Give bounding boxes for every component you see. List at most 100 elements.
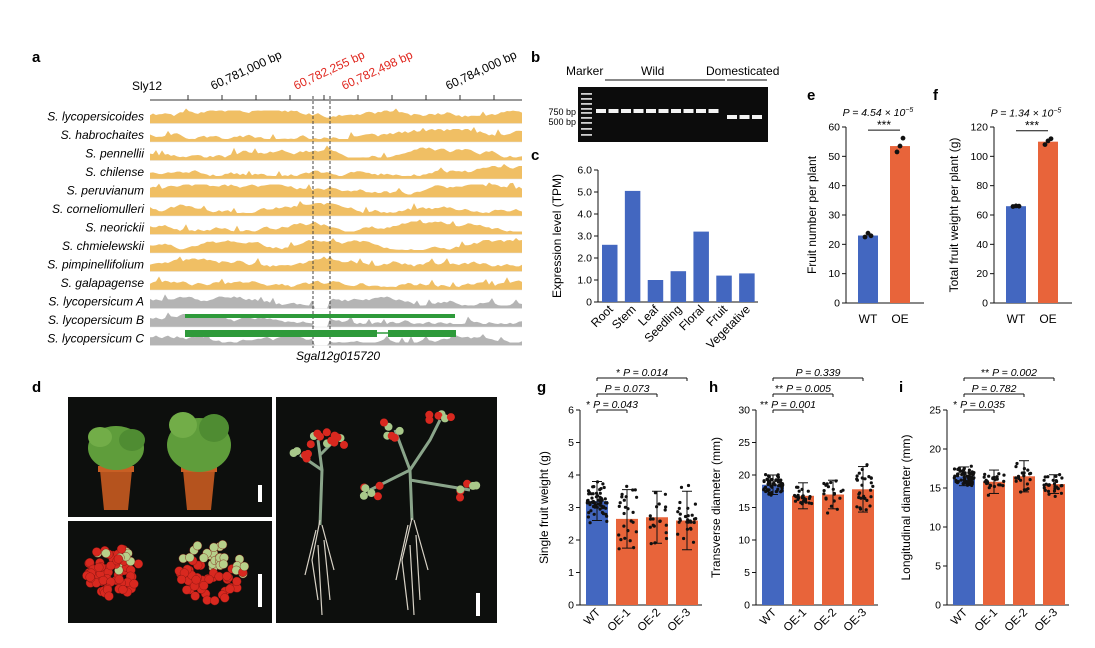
data-point bbox=[800, 487, 804, 491]
data-point bbox=[598, 507, 602, 511]
data-point bbox=[1060, 484, 1064, 488]
data-point bbox=[831, 487, 835, 491]
y-tick-label: 60 bbox=[976, 210, 988, 222]
plant-tomato bbox=[456, 493, 464, 502]
data-point bbox=[806, 489, 810, 493]
bar bbox=[1006, 206, 1026, 303]
data-point bbox=[683, 514, 688, 519]
data-point bbox=[678, 517, 682, 521]
data-point bbox=[984, 478, 988, 482]
plant-tomato bbox=[306, 440, 315, 449]
comparison-stars: ** bbox=[981, 367, 992, 379]
panel-a-genome-tracks: Sly12 60,781,000 bp 60,782,255 bp 60,782… bbox=[47, 47, 522, 363]
x-tick-label: OE-3 bbox=[666, 607, 693, 634]
plant-tomato bbox=[395, 426, 404, 435]
coord-label-4: 60,784,000 bp bbox=[443, 47, 519, 92]
x-tick-label: Floral bbox=[676, 302, 707, 333]
y-tick-label: 30 bbox=[738, 405, 750, 417]
coverage-track bbox=[150, 145, 522, 161]
panel-letter-i: i bbox=[899, 379, 903, 396]
gene-exon-2 bbox=[388, 330, 456, 337]
domesticated-band bbox=[727, 115, 737, 119]
data-point bbox=[855, 474, 859, 478]
bar bbox=[670, 271, 687, 302]
panel-letter-b: b bbox=[531, 49, 540, 66]
data-point bbox=[1047, 492, 1051, 496]
data-point bbox=[605, 519, 609, 524]
data-point bbox=[834, 479, 838, 483]
data-point bbox=[594, 491, 599, 495]
data-point bbox=[586, 489, 591, 493]
plant-tomato bbox=[302, 454, 311, 463]
data-point bbox=[689, 526, 693, 530]
tomato-fruit bbox=[85, 572, 95, 582]
bar bbox=[1013, 476, 1035, 605]
data-point bbox=[648, 525, 652, 529]
bar bbox=[716, 275, 732, 302]
data-point bbox=[604, 512, 608, 516]
p-value-label: P = 1.34 × 10−5 bbox=[991, 108, 1062, 120]
p-value-label: P = 4.54 × 10−5 bbox=[843, 107, 914, 119]
data-point bbox=[964, 480, 969, 484]
panel-b-gel: Marker Wild Domesticated 750 bp 500 bp bbox=[548, 64, 779, 142]
data-point bbox=[868, 233, 874, 239]
data-point bbox=[596, 494, 600, 498]
coverage-track bbox=[150, 256, 522, 272]
data-point bbox=[649, 542, 653, 546]
wild-band bbox=[683, 109, 694, 113]
gel-image bbox=[578, 87, 768, 142]
data-point bbox=[589, 509, 593, 513]
panel-letter-d: d bbox=[32, 379, 41, 396]
comparison-stars: ** bbox=[775, 383, 786, 395]
data-point bbox=[1053, 484, 1057, 489]
domesticated-band bbox=[752, 115, 762, 119]
tomato-fruit bbox=[94, 562, 104, 573]
plant-tomato bbox=[340, 440, 348, 449]
data-point bbox=[838, 496, 842, 500]
y-tick-label: 100 bbox=[970, 151, 988, 163]
marker-band bbox=[581, 108, 592, 110]
chart-c-expression: 0 1.0 2.0 3.0 4.0 5.0 6.0 Expression level (TPM… bbox=[550, 165, 758, 352]
tomato-fruit bbox=[220, 593, 230, 603]
y-tick-label: 30 bbox=[828, 210, 840, 222]
data-point bbox=[992, 484, 997, 489]
comparison-p: P = 0.001 bbox=[771, 399, 816, 411]
coverage-track bbox=[150, 294, 522, 309]
bar bbox=[693, 231, 709, 302]
data-point bbox=[622, 511, 626, 516]
data-point bbox=[986, 493, 991, 497]
bar bbox=[624, 190, 641, 302]
bar bbox=[586, 501, 608, 605]
plant-tomato bbox=[361, 484, 370, 493]
data-point bbox=[617, 504, 621, 508]
data-point bbox=[623, 505, 628, 509]
data-point bbox=[633, 488, 637, 492]
bar bbox=[1043, 484, 1065, 605]
wild-band bbox=[608, 109, 619, 113]
data-point bbox=[598, 503, 602, 507]
data-point bbox=[618, 501, 622, 505]
data-point bbox=[839, 489, 843, 493]
data-point bbox=[623, 536, 627, 540]
tomato-fruit bbox=[218, 539, 228, 550]
bar bbox=[858, 235, 878, 303]
data-point bbox=[780, 482, 785, 486]
data-point bbox=[631, 510, 635, 514]
data-point bbox=[962, 466, 966, 471]
plant-tomato bbox=[322, 428, 331, 437]
data-point bbox=[1015, 461, 1019, 466]
y-tick-label: 1.0 bbox=[577, 275, 592, 287]
x-tick-label: OE bbox=[891, 312, 908, 326]
data-point bbox=[1051, 478, 1055, 482]
data-point bbox=[617, 547, 621, 551]
comparison-p: P = 0.782 bbox=[972, 383, 1017, 395]
plant-tomato bbox=[469, 481, 477, 490]
data-point bbox=[810, 501, 814, 506]
data-point bbox=[959, 478, 963, 482]
species-label: S. corneliomulleri bbox=[52, 202, 144, 216]
coverage-track bbox=[150, 108, 522, 124]
data-point bbox=[822, 489, 826, 493]
data-point bbox=[604, 506, 608, 510]
x-tick-label: Stem bbox=[609, 302, 639, 332]
gel-header-wild: Wild bbox=[641, 64, 664, 78]
